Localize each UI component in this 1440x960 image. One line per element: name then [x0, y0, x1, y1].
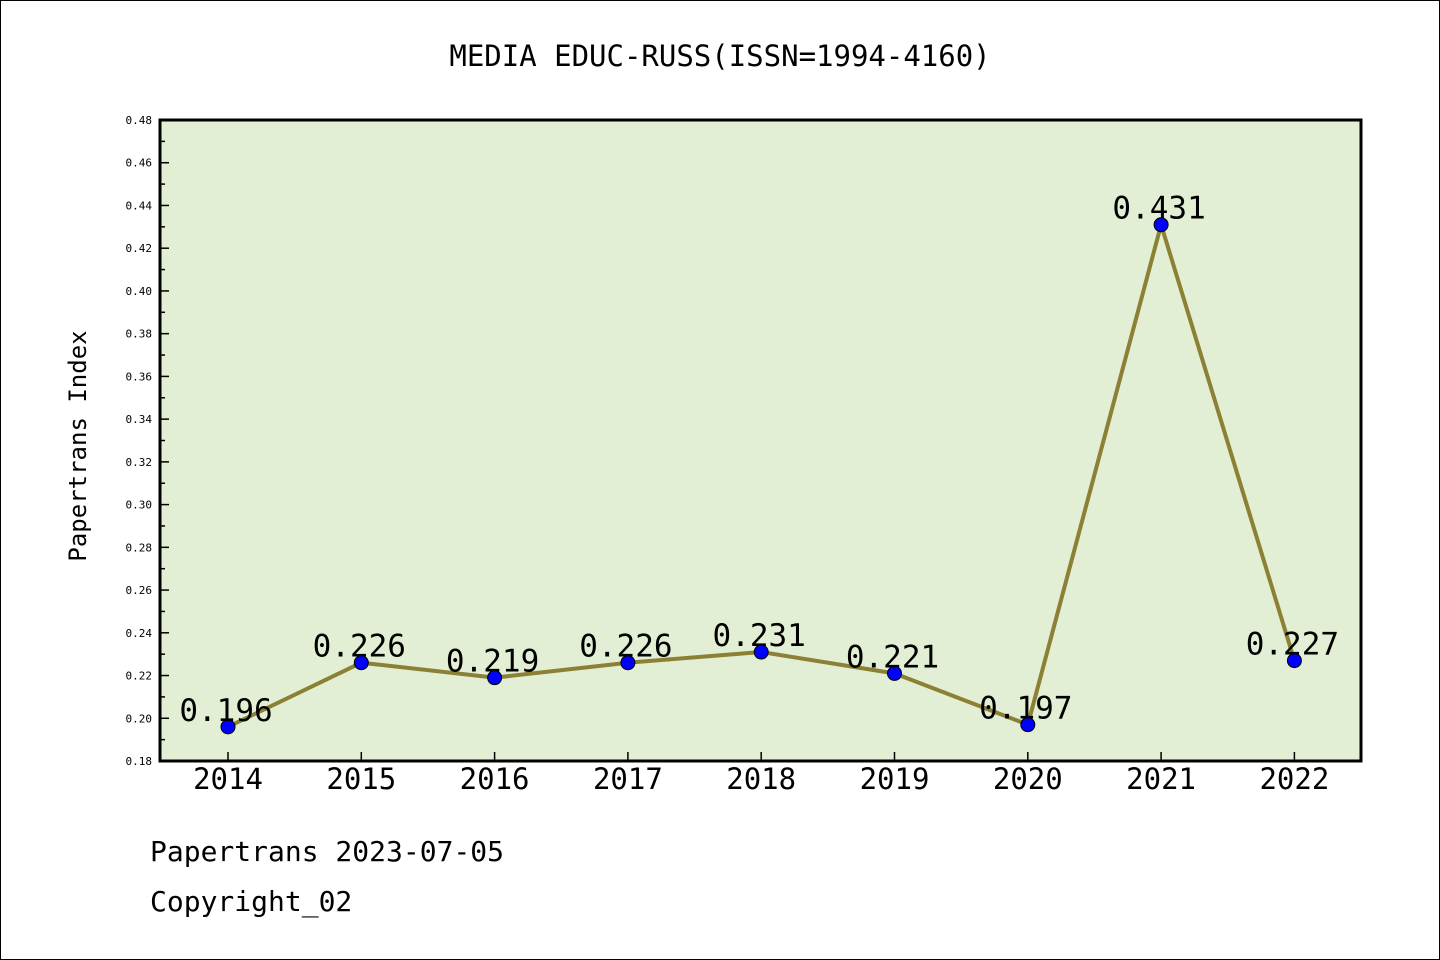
data-point: [753, 644, 769, 660]
y-tick-label: 0.44: [126, 199, 153, 212]
y-tick-label: 0.46: [126, 157, 153, 170]
x-tick-label: 2015: [326, 762, 396, 796]
data-label: 0.221: [846, 639, 939, 675]
data-label: 0.226: [313, 629, 406, 665]
data-label: 0.231: [713, 618, 806, 654]
chart-title: MEDIA EDUC-RUSS(ISSN=1994-4160): [449, 39, 990, 73]
x-tick-label: 2017: [593, 762, 663, 796]
y-tick-label: 0.22: [126, 670, 153, 683]
x-tick-label: 2018: [726, 762, 796, 796]
data-point: [620, 655, 636, 671]
data-label: 0.227: [1246, 627, 1339, 663]
x-tick-label: 2016: [460, 762, 530, 796]
series-line-group: [220, 217, 1302, 735]
y-tick-label: 0.28: [126, 541, 153, 554]
data-label: 0.431: [1112, 191, 1205, 227]
y-tick-label: 0.36: [126, 370, 153, 383]
x-tick-label: 2021: [1126, 762, 1196, 796]
data-label: 0.197: [979, 691, 1072, 727]
y-tick-label: 0.34: [126, 413, 153, 426]
x-axis: 2014 2015 2016 2017 2018 2019 2020 2021 2022: [193, 752, 1329, 796]
y-tick-label: 0.42: [126, 242, 153, 255]
footer-date: Papertrans 2023-07-05: [150, 835, 505, 868]
footer-copyright: Copyright_02: [150, 885, 353, 918]
y-axis-label: Papertrans Index: [64, 330, 92, 561]
data-point: [353, 655, 369, 671]
y-axis: 0.18 0.20 0.22 0.24 0.26 0.28 0.30 0.32 0.34 0.36…: [126, 114, 169, 768]
x-tick-label: 2014: [193, 762, 263, 796]
x-tick-label: 2020: [993, 762, 1063, 796]
data-label-group: 0.196 0.226 0.219 0.226 0.231 0.221 0.197 0.431…: [179, 191, 1339, 729]
y-tick-label: 0.18: [126, 755, 153, 768]
data-point: [1153, 217, 1169, 233]
data-point: [887, 665, 902, 681]
y-tick-label: 0.40: [126, 285, 153, 298]
data-label: 0.219: [446, 644, 539, 680]
y-tick-label: 0.38: [126, 328, 153, 341]
data-label: 0.226: [579, 629, 672, 665]
y-tick-label: 0.26: [126, 584, 153, 597]
x-tick-label: 2019: [860, 762, 930, 796]
data-point: [1286, 653, 1302, 669]
data-label: 0.196: [179, 693, 272, 729]
y-tick-label: 0.24: [126, 627, 153, 640]
data-point: [220, 719, 236, 735]
x-tick-label: 2022: [1259, 762, 1329, 796]
data-point: [487, 670, 503, 686]
data-point: [1020, 717, 1036, 733]
y-tick-label: 0.20: [126, 712, 153, 725]
y-tick-label: 0.30: [126, 499, 153, 512]
y-tick-label: 0.48: [126, 114, 153, 127]
y-tick-label: 0.32: [126, 456, 153, 469]
